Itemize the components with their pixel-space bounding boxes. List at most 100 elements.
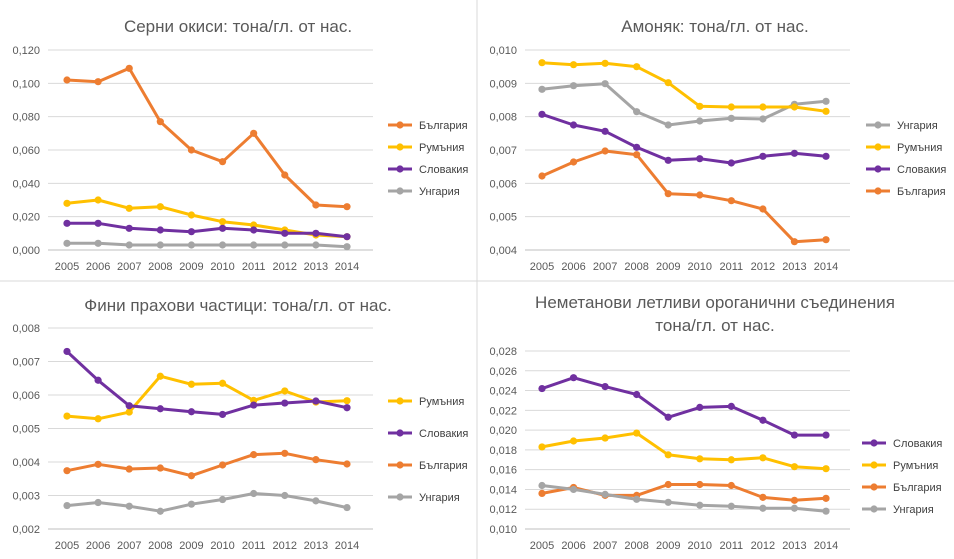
data-point-nmvoc-0: [633, 390, 641, 399]
data-point-sulfur-oxides-0: [281, 171, 289, 179]
data-point-ammonia-2: [538, 110, 546, 118]
data-point-fine-particulates-0: [156, 372, 164, 380]
data-point-sulfur-oxides-2: [94, 219, 102, 227]
data-point-ammonia-0: [822, 97, 830, 105]
data-point-ammonia-0: [759, 115, 767, 123]
legend-label-fine-particulates-3: Унгария: [419, 492, 460, 504]
y-tick-label-ammonia: 0,007: [489, 145, 517, 157]
x-tick-label-nmvoc: 2014: [814, 540, 838, 552]
x-tick-label-fine-particulates: 2008: [148, 540, 172, 552]
data-point-ammonia-0: [569, 82, 578, 90]
series-line-ammonia-0: [540, 82, 828, 127]
data-point-sulfur-oxides-1: [156, 203, 164, 211]
y-tick-label-sulfur-oxides: 0,000: [12, 245, 40, 257]
legend-swatch-marker-nmvoc-1: [870, 461, 878, 469]
x-tick-label-fine-particulates: 2010: [210, 540, 234, 552]
data-point-ammonia-3: [538, 172, 546, 180]
x-tick-label-ammonia: 2008: [624, 261, 648, 273]
x-tick-label-sulfur-oxides: 2006: [86, 261, 110, 273]
data-point-nmvoc-0: [664, 413, 672, 421]
x-tick-label-ammonia: 2007: [593, 261, 617, 273]
data-point-fine-particulates-2: [156, 464, 164, 472]
data-point-ammonia-3: [601, 147, 609, 155]
data-point-nmvoc-0: [822, 431, 830, 439]
legend-swatch-marker-fine-particulates-1: [396, 429, 404, 437]
chart-title-sulfur-oxides: Серни окиси: тона/гл. от нас.: [124, 17, 352, 36]
data-point-fine-particulates-3: [125, 502, 133, 510]
data-point-ammonia-0: [727, 114, 735, 122]
data-point-sulfur-oxides-1: [94, 196, 102, 204]
series-line-fine-particulates-1: [65, 350, 349, 416]
data-point-fine-particulates-2: [281, 449, 289, 457]
data-point-fine-particulates-3: [156, 507, 164, 515]
y-tick-label-ammonia: 0,009: [489, 78, 517, 90]
legend-swatch-marker-ammonia-1: [874, 143, 882, 151]
series-line-fine-particulates-3: [65, 492, 349, 513]
data-point-ammonia-0: [664, 121, 672, 129]
legend-label-nmvoc-2: България: [893, 482, 942, 494]
data-point-nmvoc-3: [538, 481, 546, 490]
legend-label-sulfur-oxides-0: България: [419, 120, 468, 132]
data-point-nmvoc-2: [822, 494, 830, 502]
data-point-fine-particulates-1: [281, 399, 289, 407]
x-tick-label-nmvoc: 2008: [624, 540, 648, 552]
data-point-nmvoc-1: [601, 434, 609, 442]
x-tick-label-nmvoc: 2006: [561, 540, 585, 552]
x-tick-label-nmvoc: 2007: [593, 540, 617, 552]
y-tick-label-nmvoc: 0,014: [489, 484, 517, 496]
data-point-ammonia-0: [538, 85, 546, 93]
legend-label-sulfur-oxides-1: Румъния: [419, 142, 464, 154]
data-point-fine-particulates-1: [63, 347, 71, 356]
data-point-fine-particulates-0: [187, 380, 196, 388]
data-point-sulfur-oxides-0: [343, 203, 351, 211]
data-point-sulfur-oxides-1: [63, 199, 71, 207]
data-point-sulfur-oxides-3: [343, 243, 351, 251]
data-point-sulfur-oxides-2: [343, 233, 351, 241]
x-tick-label-sulfur-oxides: 2013: [304, 261, 328, 273]
x-tick-label-ammonia: 2012: [751, 261, 775, 273]
series-line-nmvoc-1: [540, 431, 828, 471]
data-point-fine-particulates-1: [250, 401, 258, 409]
data-point-fine-particulates-3: [187, 500, 196, 508]
x-tick-label-sulfur-oxides: 2007: [117, 261, 141, 273]
chart-fine-particulates: Фини прахови частици: тона/гл. от нас. 0,…: [12, 296, 468, 552]
data-point-nmvoc-3: [569, 485, 578, 494]
y-tick-label-ammonia: 0,010: [489, 45, 517, 57]
legend-swatch-marker-fine-particulates-2: [396, 461, 404, 469]
data-point-ammonia-3: [822, 236, 830, 244]
x-tick-label-fine-particulates: 2007: [117, 540, 141, 552]
x-tick-label-sulfur-oxides: 2005: [55, 261, 79, 273]
legend-swatch-marker-fine-particulates-0: [396, 397, 404, 405]
data-point-sulfur-oxides-3: [156, 241, 164, 249]
data-point-nmvoc-1: [727, 456, 735, 464]
data-point-ammonia-3: [633, 151, 641, 159]
legend-swatch-marker-ammonia-0: [874, 121, 882, 129]
x-tick-label-nmvoc: 2011: [720, 540, 744, 552]
series-line-sulfur-oxides-2: [65, 221, 349, 239]
data-point-nmvoc-1: [790, 463, 799, 471]
data-point-sulfur-oxides-0: [125, 64, 133, 72]
data-point-nmvoc-2: [696, 480, 704, 489]
data-point-ammonia-3: [759, 205, 767, 213]
data-point-nmvoc-0: [727, 402, 735, 410]
series-line-nmvoc-0: [540, 376, 828, 437]
data-point-nmvoc-0: [601, 383, 609, 391]
data-point-fine-particulates-3: [343, 503, 351, 512]
data-point-fine-particulates-3: [63, 501, 71, 510]
data-point-ammonia-3: [790, 238, 799, 246]
data-point-fine-particulates-3: [312, 497, 320, 505]
x-tick-label-fine-particulates: 2012: [273, 540, 297, 552]
data-point-fine-particulates-3: [94, 498, 102, 507]
data-point-nmvoc-2: [759, 493, 767, 501]
data-point-ammonia-0: [696, 117, 704, 125]
data-point-fine-particulates-0: [343, 397, 351, 405]
chart-title-fine-particulates: Фини прахови частици: тона/гл. от нас.: [84, 296, 391, 315]
data-point-sulfur-oxides-2: [312, 229, 320, 237]
data-point-fine-particulates-3: [250, 489, 258, 498]
data-point-fine-particulates-2: [218, 461, 227, 469]
y-tick-label-fine-particulates: 0,008: [12, 323, 40, 335]
data-point-fine-particulates-2: [63, 467, 71, 475]
x-tick-label-sulfur-oxides: 2014: [335, 261, 359, 273]
data-point-nmvoc-2: [664, 480, 672, 489]
data-point-ammonia-1: [538, 59, 546, 67]
